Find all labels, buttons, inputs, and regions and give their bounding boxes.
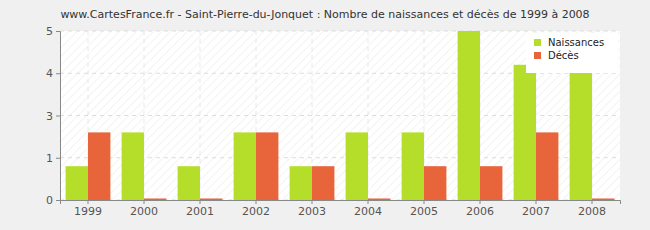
tick-mark	[480, 200, 481, 204]
tick: 0	[46, 194, 60, 207]
legend-swatch	[534, 52, 541, 59]
plot-background	[60, 31, 620, 200]
tick-mark	[592, 200, 593, 204]
bar	[570, 65, 592, 200]
tick-mark	[368, 200, 369, 204]
bar	[402, 132, 424, 200]
tick-mark	[88, 200, 89, 204]
tick-mark	[536, 200, 537, 204]
tick-label: 1999	[74, 205, 102, 218]
tick-mark	[56, 116, 60, 117]
bar	[424, 166, 446, 200]
bar	[592, 199, 614, 201]
bar	[368, 199, 390, 201]
bar	[66, 166, 88, 200]
tick: 2003	[298, 200, 326, 218]
tick: 2000	[130, 200, 158, 218]
axis-line	[56, 32, 61, 201]
series	[88, 132, 614, 200]
bar	[536, 132, 558, 200]
tick: 1999	[74, 200, 102, 218]
grid-x	[88, 31, 592, 200]
tick: 2006	[466, 200, 494, 218]
tick: 4	[46, 67, 60, 80]
legend: Naissances Décès	[526, 33, 618, 73]
tick: 2008	[578, 200, 606, 218]
tick-mark	[144, 200, 145, 204]
tick-mark	[256, 200, 257, 204]
tick: 5	[46, 25, 60, 38]
bar	[312, 166, 334, 200]
y-axis: 0 1 3 4 5	[46, 25, 61, 207]
tick: 2002	[242, 200, 270, 218]
bar	[144, 199, 166, 201]
tick-label: 2004	[354, 205, 382, 218]
grid	[60, 31, 620, 200]
chart: www.CartesFrance.fr - Saint-Pierre-du-Jo…	[0, 0, 650, 230]
bar	[290, 166, 312, 200]
tick-label: 5	[46, 25, 53, 38]
bar	[514, 65, 536, 200]
tick-mark	[56, 73, 60, 74]
legend-item: Décès	[534, 50, 579, 61]
tick-mark	[424, 200, 425, 204]
tick: 2004	[354, 200, 382, 218]
title: www.CartesFrance.fr - Saint-Pierre-du-Jo…	[60, 8, 589, 21]
tick-label: 2001	[186, 205, 214, 218]
tick-label: 2000	[130, 205, 158, 218]
bar	[234, 132, 256, 200]
tick-label: 2003	[298, 205, 326, 218]
tick-label: 3	[46, 110, 53, 123]
tick-label: 2002	[242, 205, 270, 218]
tick: 3	[46, 110, 60, 123]
tick-mark	[56, 158, 60, 159]
series	[66, 31, 592, 200]
tick-mark	[312, 200, 313, 204]
bar	[200, 199, 222, 201]
tick-label: 4	[46, 67, 53, 80]
legend-label: Naissances	[548, 37, 604, 48]
plot: 0 1 3 4 5 1999 2000 2001 2002 2003 2004 2005 2006 200…	[46, 25, 621, 218]
tick-label: 1	[46, 152, 53, 165]
tick: 1	[46, 152, 60, 165]
bar	[256, 132, 278, 200]
axis-line	[61, 201, 621, 205]
tick-mark	[56, 31, 60, 32]
tick-label: 2006	[466, 205, 494, 218]
bar	[346, 132, 368, 200]
legend-item: Naissances	[534, 37, 604, 48]
x-axis: 1999 2000 2001 2002 2003 2004 2005 2006 2007 2008	[61, 200, 621, 218]
tick-label: 2007	[522, 205, 550, 218]
bar	[88, 132, 110, 200]
tick-mark	[56, 200, 60, 201]
bar	[480, 166, 502, 200]
tick-label: 2005	[410, 205, 438, 218]
tick-label: 2008	[578, 205, 606, 218]
bar	[458, 31, 480, 200]
tick: 2007	[522, 200, 550, 218]
legend-label: Décès	[548, 50, 579, 61]
tick-label: 0	[46, 194, 53, 207]
legend-swatch	[534, 39, 541, 46]
bar	[178, 166, 200, 200]
legend-box	[526, 33, 618, 73]
tick-mark	[200, 200, 201, 204]
tick: 2001	[186, 200, 214, 218]
tick: 2005	[410, 200, 438, 218]
bar	[122, 132, 144, 200]
